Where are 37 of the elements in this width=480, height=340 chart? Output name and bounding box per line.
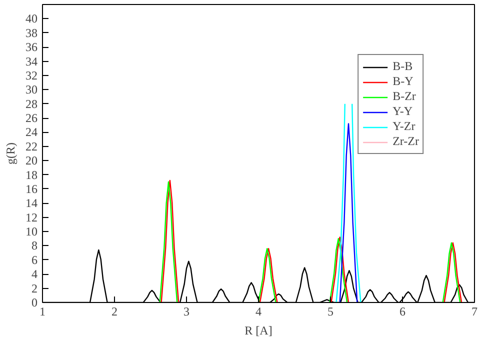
- x-tick-label: 2: [112, 304, 118, 318]
- y-tick-label: 34: [26, 54, 38, 68]
- y-tick-label: 38: [26, 26, 38, 40]
- y-tick-label: 14: [26, 196, 38, 210]
- x-axis-title: R [A]: [244, 324, 272, 338]
- y-tick-label: 12: [26, 210, 38, 224]
- y-tick-label: 2: [32, 281, 38, 296]
- legend-label: Y-Zr: [392, 119, 416, 134]
- y-tick-label: 30: [26, 82, 38, 97]
- y-tick-label: 8: [32, 238, 38, 253]
- legend-label: Y-Y: [392, 104, 413, 119]
- y-tick-label: 22: [26, 139, 38, 154]
- y-tick-label: 32: [26, 68, 38, 82]
- y-tick-label: 4: [32, 267, 38, 282]
- y-tick-label: 28: [26, 96, 38, 111]
- x-tick-label: 4: [256, 304, 262, 318]
- y-tick-label: 40: [26, 12, 38, 26]
- x-tick-label: 7: [472, 304, 478, 318]
- y-tick-label: 20: [26, 154, 38, 168]
- x-tick-label: 6: [400, 304, 406, 318]
- legend-label: B-B: [392, 59, 413, 74]
- legend-label: Zr-Zr: [392, 134, 419, 149]
- y-tick-label: 24: [26, 125, 38, 140]
- x-tick-label: 1: [40, 304, 46, 318]
- legend-label: B-Zr: [392, 89, 416, 104]
- y-tick-label: 10: [26, 224, 38, 239]
- y-tick-label: 26: [26, 111, 38, 126]
- y-tick-label: 0: [32, 296, 38, 310]
- y-tick-label: 36: [26, 40, 38, 54]
- legend-label: B-Y: [392, 74, 414, 89]
- y-tick-label: 6: [32, 252, 38, 267]
- y-axis-title: g(R): [4, 142, 18, 164]
- x-tick-label: 5: [328, 304, 334, 318]
- y-tick-label: 16: [26, 182, 38, 196]
- y-tick-label: 18: [26, 168, 38, 182]
- line-series: [339, 123, 358, 302]
- x-tick-label: 3: [184, 304, 190, 318]
